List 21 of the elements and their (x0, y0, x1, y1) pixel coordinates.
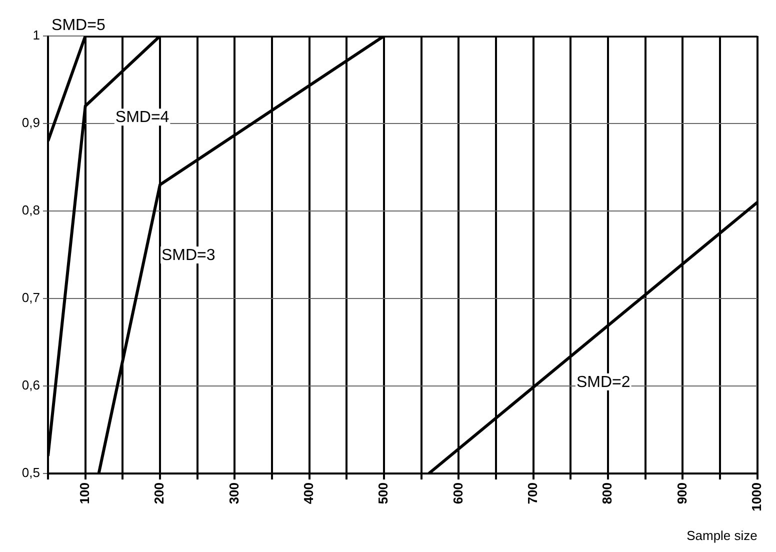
series-label: SMD=5 (52, 17, 106, 34)
x-axis-title: Sample size (686, 528, 758, 543)
x-tick-label: 200 (152, 482, 167, 504)
series-label: SMD=3 (162, 246, 216, 264)
x-tick-label: 700 (524, 482, 540, 504)
x-tick-label: 900 (674, 482, 690, 504)
y-tick-label: 0,5 (22, 465, 40, 480)
y-tick-label: 0,6 (22, 378, 40, 393)
x-tick-label: 300 (226, 482, 242, 504)
y-tick-label: 1 (32, 28, 40, 43)
x-tick-label: 100 (76, 482, 92, 504)
series-label: SMD=2 (576, 374, 630, 391)
series-label: SMD=4 (115, 109, 170, 126)
y-tick-label: 0,8 (22, 202, 40, 218)
x-tick-label: 1000 (748, 482, 764, 512)
x-tick-label: 600 (450, 482, 466, 504)
y-tick-label: 0,9 (22, 115, 40, 130)
x-tick-label: 800 (600, 482, 615, 504)
y-tick-label: 0,7 (22, 290, 40, 306)
x-tick-label: 400 (300, 482, 316, 504)
x-tick-label: 500 (376, 482, 391, 504)
